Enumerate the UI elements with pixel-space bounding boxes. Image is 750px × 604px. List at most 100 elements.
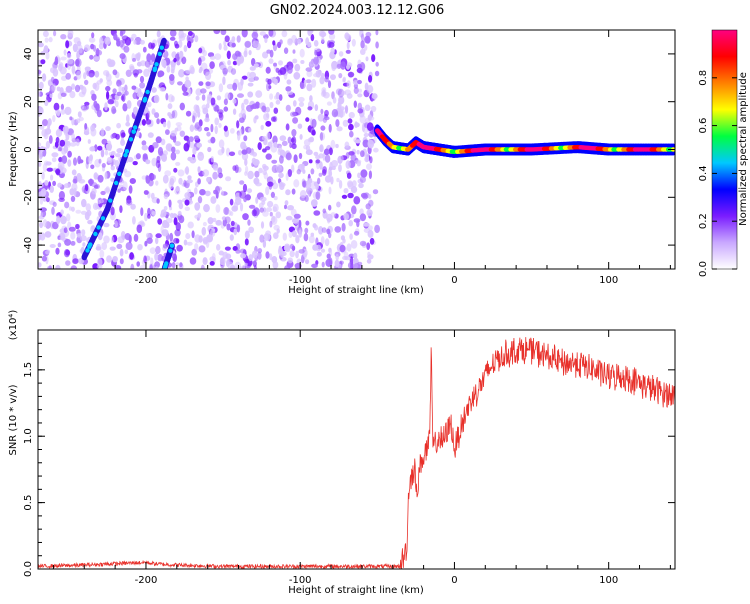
noise-point <box>174 141 181 147</box>
noise-point <box>346 243 352 252</box>
noise-point <box>368 170 372 179</box>
track-highlight <box>85 248 90 253</box>
noise-point <box>223 39 227 47</box>
noise-point <box>279 135 287 142</box>
noise-point <box>253 76 259 81</box>
noise-point <box>139 75 145 83</box>
noise-point <box>155 233 162 239</box>
noise-point <box>218 43 222 50</box>
noise-point <box>311 118 317 128</box>
noise-point <box>279 181 283 186</box>
noise-point <box>124 90 129 96</box>
noise-point <box>81 198 87 208</box>
noise-point <box>86 210 92 217</box>
noise-point <box>271 215 276 223</box>
noise-point <box>278 60 283 66</box>
noise-point <box>244 230 250 239</box>
noise-point <box>191 248 197 256</box>
noise-point <box>229 234 234 241</box>
noise-point <box>240 253 247 259</box>
noise-point <box>345 160 351 169</box>
noise-point <box>202 107 209 115</box>
noise-point <box>217 167 223 175</box>
noise-point <box>367 251 371 257</box>
noise-point <box>329 33 336 40</box>
noise-point <box>326 101 332 106</box>
noise-point <box>305 67 313 72</box>
noise-point <box>342 119 349 127</box>
noise-point <box>366 258 372 264</box>
noise-point <box>246 71 251 79</box>
noise-point <box>95 184 100 189</box>
noise-point <box>357 172 361 179</box>
noise-point <box>117 188 121 193</box>
noise-point <box>328 170 333 177</box>
noise-point <box>351 38 356 47</box>
noise-point <box>371 54 376 63</box>
noise-point <box>236 59 242 66</box>
noise-point <box>304 227 309 234</box>
noise-point <box>369 237 375 245</box>
noise-point <box>133 39 137 45</box>
noise-point <box>104 102 108 111</box>
noise-point <box>219 257 226 266</box>
noise-point <box>59 66 67 75</box>
noise-point <box>145 175 151 184</box>
noise-point <box>292 100 297 107</box>
noise-point <box>80 104 85 110</box>
noise-point <box>299 48 305 58</box>
spectrogram-y-axis-label: Frequency (Hz) <box>8 111 19 187</box>
noise-point <box>58 62 64 69</box>
noise-point <box>357 102 362 111</box>
noise-point <box>363 44 368 51</box>
noise-point <box>45 161 52 166</box>
noise-point <box>136 61 142 67</box>
noise-point <box>194 122 201 130</box>
noise-point <box>361 33 365 42</box>
noise-point <box>302 169 306 174</box>
noise-point <box>119 53 126 60</box>
noise-point <box>284 204 287 210</box>
noise-point <box>121 86 125 92</box>
track-highlight <box>157 51 162 57</box>
noise-point <box>275 164 282 173</box>
noise-point <box>49 93 53 99</box>
noise-point <box>328 41 335 48</box>
noise-point <box>360 40 365 49</box>
spectrogram-x-axis-label: Height of straight line (km) <box>288 285 424 296</box>
noise-point <box>334 226 342 233</box>
noise-point <box>357 79 362 85</box>
noise-point <box>71 65 76 74</box>
noise-point <box>254 115 259 120</box>
noise-point <box>335 253 340 261</box>
noise-point <box>286 90 294 95</box>
noise-point <box>373 136 377 144</box>
noise-point <box>206 234 214 243</box>
noise-point <box>100 190 106 196</box>
noise-point <box>39 198 44 205</box>
noise-point <box>100 127 105 137</box>
noise-point <box>84 123 88 130</box>
noise-point <box>242 213 249 221</box>
noise-point <box>306 70 313 78</box>
noise-point <box>169 74 175 81</box>
noise-point <box>353 262 361 269</box>
noise-point <box>317 177 321 185</box>
noise-point <box>77 155 82 165</box>
noise-point <box>105 126 111 132</box>
noise-point <box>316 251 322 257</box>
noise-point <box>44 180 49 186</box>
noise-point <box>93 56 100 61</box>
noise-point <box>65 260 71 266</box>
noise-point <box>319 145 323 152</box>
noise-point <box>110 236 115 244</box>
noise-point <box>340 61 346 70</box>
noise-point <box>238 117 245 123</box>
noise-point <box>234 164 239 174</box>
noise-point <box>120 129 126 139</box>
noise-point <box>354 121 358 129</box>
colorbar-tick-label: 0.0 <box>698 261 709 277</box>
noise-point <box>346 62 353 68</box>
snr-panel: -200 -100 0 100 0.0 0.5 1.0 1.5 Height of strai… <box>8 310 676 596</box>
